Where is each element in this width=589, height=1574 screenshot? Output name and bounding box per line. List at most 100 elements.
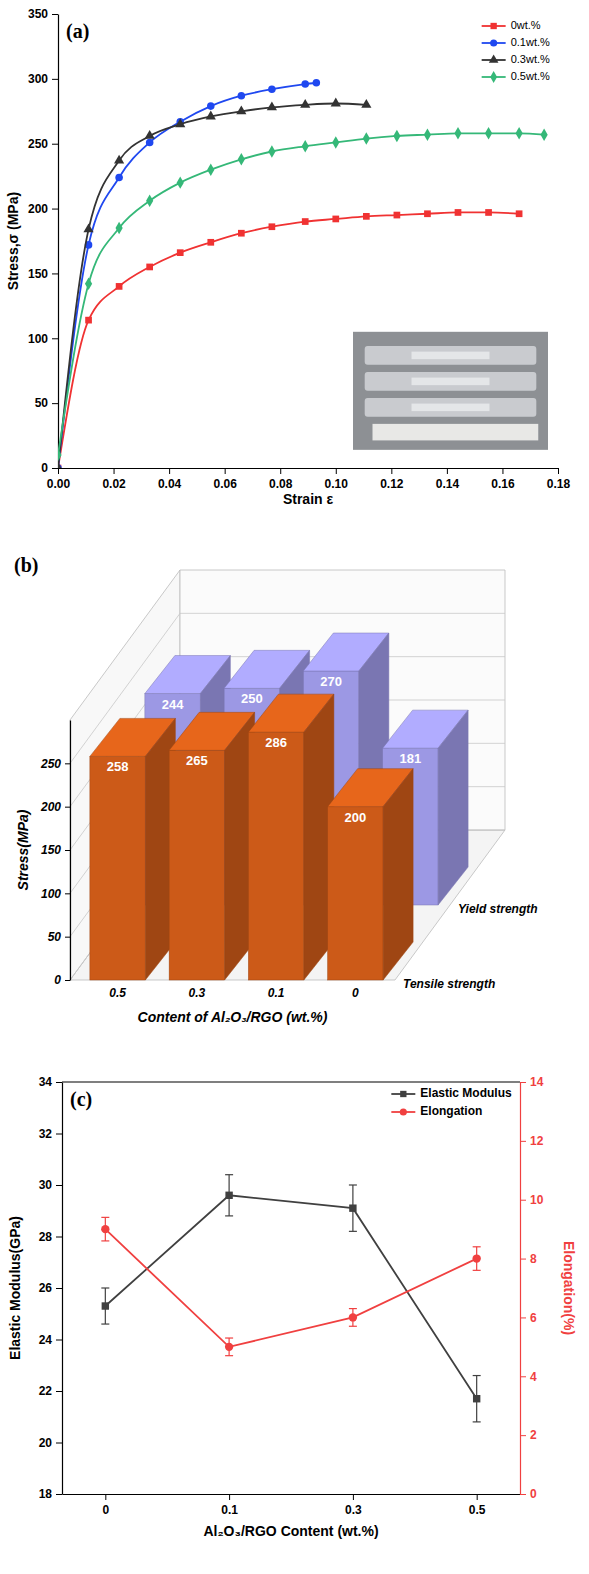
y2-tick-mark [520,1435,526,1436]
y-tick-label: 250 [40,757,61,771]
x-axis: 00.10.30.5 [63,1494,521,1517]
y2-tick-label: 10 [530,1193,544,1207]
marker [177,249,184,256]
data-label: 200 [345,810,367,825]
depth-tick-label: Yield strength [458,902,538,916]
y-tick-mark [52,144,58,145]
bar [90,756,145,980]
legend-marker [490,23,496,29]
series-line [58,212,519,468]
x-tick-mark [229,1494,230,1500]
plot-area [58,79,548,468]
x-tick: 0.5 [469,1494,486,1517]
legend-marker [490,71,497,83]
marker [473,1395,480,1402]
depth-tick-label: Tensile strength [403,977,495,991]
marker [58,449,62,461]
x-tick-mark [502,468,503,474]
marker [83,223,93,232]
x-tick-label: 0.3 [345,1503,362,1517]
y-tick-mark [52,79,58,80]
y2-tick: 10 [520,1193,544,1207]
marker [207,163,214,175]
y-tick-mark [52,403,58,404]
y-tick: 22 [39,1384,62,1398]
x-tick: 0.18 [547,468,571,491]
marker [206,111,216,120]
inset-background [353,332,548,450]
y-tick-label: 0 [54,973,61,987]
legend-entry: 0.5wt.% [482,70,550,83]
marker [58,462,63,468]
marker [485,127,492,139]
x-tick: 0.10 [325,468,349,491]
y-tick: 0 [54,973,70,987]
y-tick-mark [52,468,58,469]
y-tick-mark [56,1443,62,1444]
y2-tick: 12 [520,1134,544,1148]
marker [85,278,92,290]
y-axis-title: Stress(MPa) [15,809,31,890]
series-line [58,104,366,468]
marker [114,155,124,164]
bar [328,807,383,980]
y-axis: 050100150200250300350 [28,7,59,475]
x-tick-mark [391,468,392,474]
y2-tick-mark [520,1200,526,1201]
y-tick-label: 24 [39,1333,53,1347]
y2-tick: 8 [520,1252,537,1266]
x-axis-title: Strain ε [283,491,334,507]
marker [516,127,523,139]
panel-letter: (a) [66,20,89,43]
legend-label: 0.1wt.% [511,36,550,48]
marker [455,209,462,216]
y2-tick-mark [520,1141,526,1142]
marker [236,105,246,114]
y2-tick-mark [520,1259,526,1260]
bar [248,732,303,980]
marker [238,92,246,100]
y-tick: 32 [39,1127,62,1141]
y-tick: 100 [28,332,58,346]
x-tick-label: 0.10 [325,477,349,491]
bar-side-face [383,769,413,980]
marker [361,99,371,108]
y2-axis-title: Elongation(%) [561,1241,577,1335]
x-tick: 0.00 [47,468,71,491]
marker [472,1254,480,1262]
y-tick-mark [65,763,70,764]
marker [331,98,341,107]
marker [393,130,400,142]
series-line [105,1195,476,1398]
x-tick: 0.16 [491,468,515,491]
y2-tick-mark [520,1376,526,1377]
x-tick-label: 0.02 [102,477,126,491]
y-tick: 50 [48,930,70,944]
legend-entry: 0wt.% [482,19,541,31]
inset-ruler [373,424,539,441]
y-tick-label: 250 [28,137,48,151]
y2-tick: 2 [520,1428,537,1442]
x-tick-label: 0.16 [491,477,515,491]
marker [146,139,154,147]
marker [394,212,401,219]
x-tick: 0.08 [269,468,293,491]
y2-tick: 4 [520,1370,537,1384]
x-tick: 0.12 [380,468,404,491]
y-tick-label: 50 [48,930,62,944]
legend-entry: Elongation [391,1104,482,1118]
legend-marker [489,54,499,62]
x-tick-label: 0.1 [221,1503,238,1517]
y2-tick-label: 14 [530,1075,544,1089]
y-tick: 250 [28,137,58,151]
y-axis-title: Stress,σ (MPa) [5,192,21,290]
marker [349,1204,356,1211]
y-tick: 20 [39,1436,62,1450]
inset-specimen [365,372,537,391]
data-label: 181 [400,751,422,766]
y-tick-label: 32 [39,1127,53,1141]
error-bar [349,1185,357,1231]
x-tick-label: 0.04 [158,477,182,491]
legend-label: 0.3wt.% [511,53,550,65]
y-tick: 150 [28,267,58,281]
